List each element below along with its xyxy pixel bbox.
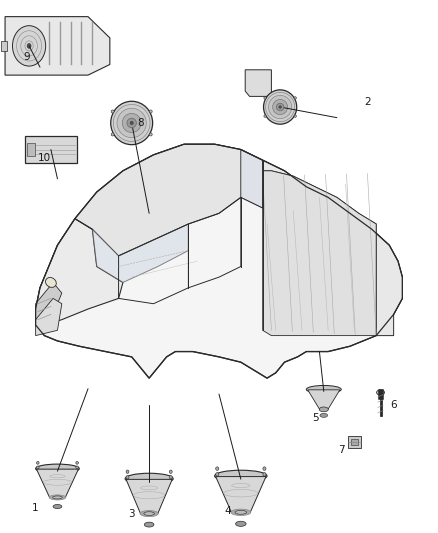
Ellipse shape bbox=[117, 108, 146, 138]
Ellipse shape bbox=[320, 414, 328, 417]
Text: 9: 9 bbox=[24, 52, 30, 61]
Bar bbox=[1, 41, 7, 51]
Polygon shape bbox=[35, 144, 403, 378]
Ellipse shape bbox=[319, 407, 328, 412]
Polygon shape bbox=[35, 219, 123, 325]
Ellipse shape bbox=[231, 509, 251, 515]
Ellipse shape bbox=[126, 470, 129, 473]
Ellipse shape bbox=[170, 475, 172, 479]
Text: 3: 3 bbox=[128, 508, 135, 519]
Ellipse shape bbox=[264, 96, 266, 99]
Polygon shape bbox=[36, 469, 78, 497]
Ellipse shape bbox=[111, 101, 152, 144]
Bar bbox=[348, 435, 361, 448]
Ellipse shape bbox=[215, 470, 267, 482]
Text: 6: 6 bbox=[390, 400, 397, 410]
Ellipse shape bbox=[215, 473, 219, 476]
Ellipse shape bbox=[215, 467, 219, 471]
Text: 7: 7 bbox=[338, 445, 345, 455]
Ellipse shape bbox=[273, 100, 288, 115]
Ellipse shape bbox=[111, 133, 114, 136]
Ellipse shape bbox=[46, 278, 56, 287]
Ellipse shape bbox=[263, 467, 266, 471]
Ellipse shape bbox=[377, 390, 385, 395]
Ellipse shape bbox=[263, 473, 266, 476]
Ellipse shape bbox=[111, 110, 114, 113]
Ellipse shape bbox=[130, 122, 133, 125]
Polygon shape bbox=[241, 150, 263, 208]
Polygon shape bbox=[35, 298, 62, 336]
Ellipse shape bbox=[235, 511, 247, 514]
Ellipse shape bbox=[264, 115, 266, 117]
Polygon shape bbox=[126, 479, 172, 514]
Polygon shape bbox=[92, 224, 188, 282]
Ellipse shape bbox=[126, 475, 129, 479]
Ellipse shape bbox=[279, 106, 281, 108]
Bar bbox=[351, 439, 358, 445]
Text: 2: 2 bbox=[364, 96, 371, 107]
Ellipse shape bbox=[144, 512, 155, 515]
Circle shape bbox=[27, 44, 31, 49]
Polygon shape bbox=[215, 477, 266, 512]
Text: 5: 5 bbox=[312, 413, 318, 423]
Ellipse shape bbox=[268, 95, 292, 119]
Ellipse shape bbox=[36, 462, 39, 464]
Ellipse shape bbox=[53, 505, 62, 508]
Circle shape bbox=[12, 26, 46, 66]
Text: 4: 4 bbox=[224, 506, 231, 516]
Ellipse shape bbox=[294, 96, 297, 99]
Ellipse shape bbox=[306, 385, 341, 393]
Polygon shape bbox=[35, 282, 62, 325]
Polygon shape bbox=[263, 160, 403, 336]
Polygon shape bbox=[75, 144, 241, 256]
Polygon shape bbox=[263, 171, 376, 336]
Ellipse shape bbox=[170, 470, 172, 473]
Text: 10: 10 bbox=[38, 152, 51, 163]
Ellipse shape bbox=[236, 521, 246, 527]
Ellipse shape bbox=[76, 462, 78, 464]
Ellipse shape bbox=[122, 114, 141, 133]
Ellipse shape bbox=[127, 118, 136, 128]
Ellipse shape bbox=[76, 466, 78, 469]
Ellipse shape bbox=[36, 466, 39, 469]
Ellipse shape bbox=[35, 464, 79, 473]
Ellipse shape bbox=[49, 495, 66, 500]
Polygon shape bbox=[245, 70, 272, 96]
Ellipse shape bbox=[264, 90, 297, 124]
Ellipse shape bbox=[53, 496, 62, 499]
Polygon shape bbox=[5, 17, 110, 75]
Ellipse shape bbox=[145, 522, 154, 527]
Ellipse shape bbox=[125, 473, 173, 484]
Ellipse shape bbox=[276, 103, 284, 111]
Text: 1: 1 bbox=[32, 503, 39, 513]
Text: 8: 8 bbox=[137, 118, 144, 128]
Polygon shape bbox=[308, 390, 340, 409]
Bar bbox=[25, 136, 77, 163]
Ellipse shape bbox=[294, 115, 297, 117]
Bar bbox=[27, 143, 35, 157]
Ellipse shape bbox=[149, 133, 152, 136]
Ellipse shape bbox=[140, 511, 158, 516]
Ellipse shape bbox=[149, 110, 152, 113]
